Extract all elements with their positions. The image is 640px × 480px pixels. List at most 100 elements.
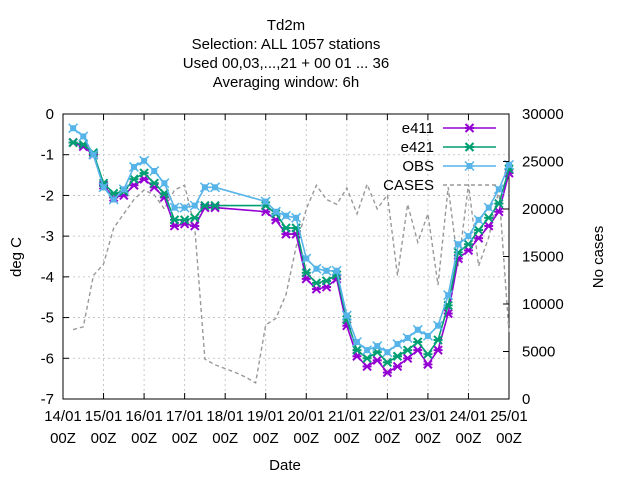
x-tick-label: 20/01 [287,408,325,425]
point-cross-b [118,184,129,195]
point-cross-b [68,123,79,134]
y2-tick-label: 10000 [522,296,564,313]
data-point [351,336,362,348]
legend-label: e421 [401,139,434,156]
data-point [301,268,311,278]
y-tick-label: -1 [41,147,54,164]
data-point [321,265,332,276]
data-point [311,263,322,274]
data-point [392,339,403,350]
data-point [382,367,393,378]
data-point [291,212,302,223]
data-point [433,335,443,345]
data-point [382,347,393,358]
plot-border [62,113,510,400]
y2-tick-label: 30000 [522,106,564,123]
legend-item-cases: CASES [383,177,496,194]
data-point [494,198,504,209]
data-point [149,178,159,188]
title-line: Selection: ALL 1057 stations [192,36,381,53]
point-cross-b [463,231,474,242]
data-point [281,223,291,233]
data-point [149,165,160,177]
x-tick-label: 14/01 [44,408,82,425]
point-cross-b [210,182,221,193]
data-point [68,123,79,134]
data-point [372,341,383,352]
data-point [98,182,109,193]
point-cross-b [270,206,281,217]
data-point [362,361,372,372]
point-cross-b [331,265,342,276]
data-point [301,253,312,264]
point-cross-b [483,202,494,213]
point-cross-b [392,339,403,350]
data-point [210,200,220,211]
y2-tick-label: 15000 [522,249,564,266]
data-point [352,345,362,355]
chart-title: Td2m Selection: ALL 1057 stations Used 00,… [183,17,389,91]
y2-tick-label: 0 [522,391,530,408]
point-cross-b [422,330,433,341]
point-cross-b [464,160,475,172]
point-cross-b [382,347,393,358]
data-point [372,355,382,366]
series-line [72,182,510,385]
data-point [118,184,129,195]
x-tick-label: 21/01 [328,408,366,425]
data-point [270,206,281,217]
x-tick-label: 15/01 [85,408,123,425]
data-point [494,207,504,217]
legend-label: CASES [383,177,434,194]
data-point [200,200,210,211]
y2-tick-label: 20000 [522,201,564,218]
data-point [88,149,99,160]
grid [63,114,509,399]
data-point [362,345,373,356]
point-cross-b [453,239,464,250]
y-tick-label: 0 [46,106,54,123]
x-axis-label: Date [269,457,301,474]
data-point [402,345,413,355]
data-point [493,184,504,195]
point-cross-b [473,214,484,225]
x-tick-label: 22/01 [369,408,407,425]
data-point [484,213,494,223]
data-point [280,210,292,221]
data-point [443,290,454,301]
data-point [159,178,170,189]
data-point [402,353,413,363]
legend-label: OBS [402,158,434,175]
x-tick-label: 00Z [253,430,279,447]
point-cross-b [291,212,302,223]
y2-tick-label: 5000 [522,344,555,361]
x-tick-label: 00Z [374,430,400,447]
point-cross-b [88,149,99,160]
data-point [402,332,413,343]
data-point [311,278,322,288]
series-e411 [68,137,514,378]
data-point [433,345,443,355]
data-point [473,225,484,235]
point-cross-b [341,310,352,321]
data-point [464,123,475,133]
y-tick-label: -4 [41,269,54,286]
axes: 14/01 00Z 15/01 00Z 16/01 00Z 17/01 00Z 18/01 00Z… [41,106,564,447]
x-tick-label: 16/01 [125,408,163,425]
series-layer [68,123,515,385]
y-axis-label: deg C [8,237,25,277]
series-obs [68,123,515,358]
data-point [128,161,139,172]
point-cross-b [362,345,373,356]
point-cross-b [159,178,170,189]
data-point [68,137,78,148]
data-point [108,194,119,205]
data-point [169,202,180,213]
x-tick-label: 23/01 [409,408,447,425]
data-point [129,174,139,184]
data-point [179,215,190,225]
point-cross-b [321,265,332,276]
data-point [199,182,210,193]
data-point [78,131,89,142]
